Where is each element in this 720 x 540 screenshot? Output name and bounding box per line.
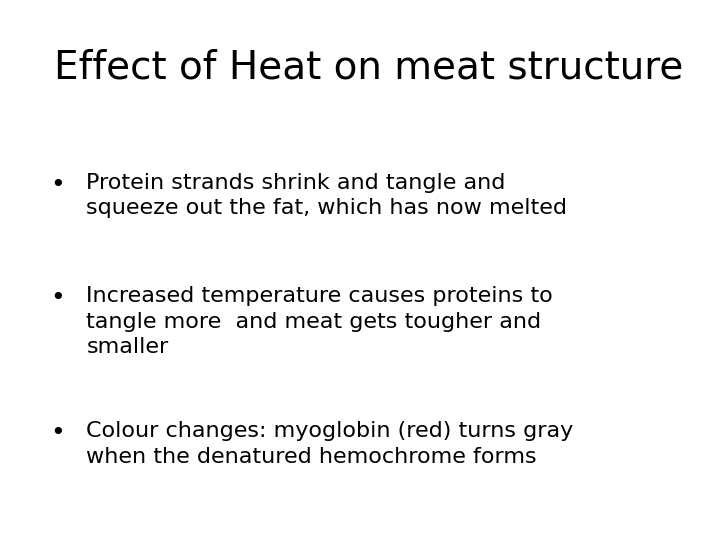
- Text: Increased temperature causes proteins to
tangle more  and meat gets tougher and
: Increased temperature causes proteins to…: [86, 286, 553, 357]
- Text: •: •: [50, 286, 65, 310]
- Text: Colour changes: myoglobin (red) turns gray
when the denatured hemochrome forms: Colour changes: myoglobin (red) turns gr…: [86, 421, 574, 467]
- Text: Effect of Heat on meat structure: Effect of Heat on meat structure: [54, 49, 683, 86]
- Text: •: •: [50, 173, 65, 197]
- Text: Protein strands shrink and tangle and
squeeze out the fat, which has now melted: Protein strands shrink and tangle and sq…: [86, 173, 567, 218]
- Text: •: •: [50, 421, 65, 445]
